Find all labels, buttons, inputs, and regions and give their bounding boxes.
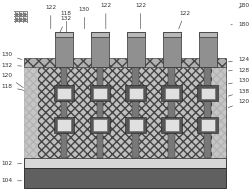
Bar [14,14,28,15]
Text: 120: 120 [228,99,249,108]
Text: 120: 120 [1,73,23,88]
Bar [204,67,211,158]
Bar [24,20,26,21]
Bar [16,15,18,16]
Bar [20,20,22,21]
Bar [165,119,179,131]
Text: 104: 104 [1,178,22,183]
Bar [126,117,146,133]
Bar [197,85,218,101]
Text: 132: 132 [1,63,22,68]
Bar [23,11,24,23]
Bar [212,59,226,158]
Bar [57,87,71,99]
Bar [127,31,145,37]
Bar [20,15,22,16]
Bar [14,19,28,20]
Bar [24,15,26,16]
Bar [127,31,145,67]
Bar [129,87,143,99]
Bar [57,119,71,131]
Text: 118: 118 [1,84,34,93]
Bar [54,85,74,101]
Bar [201,87,214,99]
Text: 122: 122 [135,3,146,29]
Bar [27,11,28,23]
Bar [14,16,28,17]
Text: 122: 122 [45,5,56,29]
Bar [24,168,226,188]
Bar [19,11,20,23]
Bar [24,18,26,19]
Bar [162,85,182,101]
Bar [93,87,107,99]
Text: 102: 102 [1,161,22,166]
Bar [96,67,103,158]
Bar [163,31,181,67]
Text: 130: 130 [79,7,90,29]
Bar [16,18,18,19]
Bar [201,119,214,131]
Bar [20,18,22,19]
Bar [129,119,143,131]
Bar [55,31,73,67]
Bar [165,87,179,99]
Bar [24,59,38,158]
Bar [91,31,109,67]
Bar [15,11,16,23]
Text: 122: 122 [179,11,190,29]
Bar [132,67,139,158]
Bar [16,13,18,14]
Text: 118: 118 [61,11,72,33]
Text: 124: 124 [228,57,249,62]
Bar [14,11,28,12]
Bar [126,85,146,101]
Bar [198,31,216,37]
Bar [24,158,226,168]
Bar [55,31,73,37]
Text: 130: 130 [1,52,22,60]
Bar [24,59,226,158]
Text: 132: 132 [57,16,72,39]
Bar [20,13,22,14]
Text: 128: 128 [228,68,249,73]
Bar [24,58,226,67]
Bar [14,21,28,22]
Bar [24,13,26,14]
Bar [197,117,218,133]
Text: 138: 138 [228,89,249,96]
Bar [90,85,110,101]
Bar [93,119,107,131]
Text: 130: 130 [228,78,249,84]
Text: 180: 180 [231,22,249,27]
Bar [198,31,216,67]
Bar [168,67,175,158]
Bar [163,31,181,37]
Text: 180: 180 [238,3,249,8]
Text: 122: 122 [100,3,112,29]
Bar [91,31,109,37]
Bar [60,67,67,158]
Bar [54,117,74,133]
Bar [162,117,182,133]
Bar [90,117,110,133]
Bar [16,20,18,21]
